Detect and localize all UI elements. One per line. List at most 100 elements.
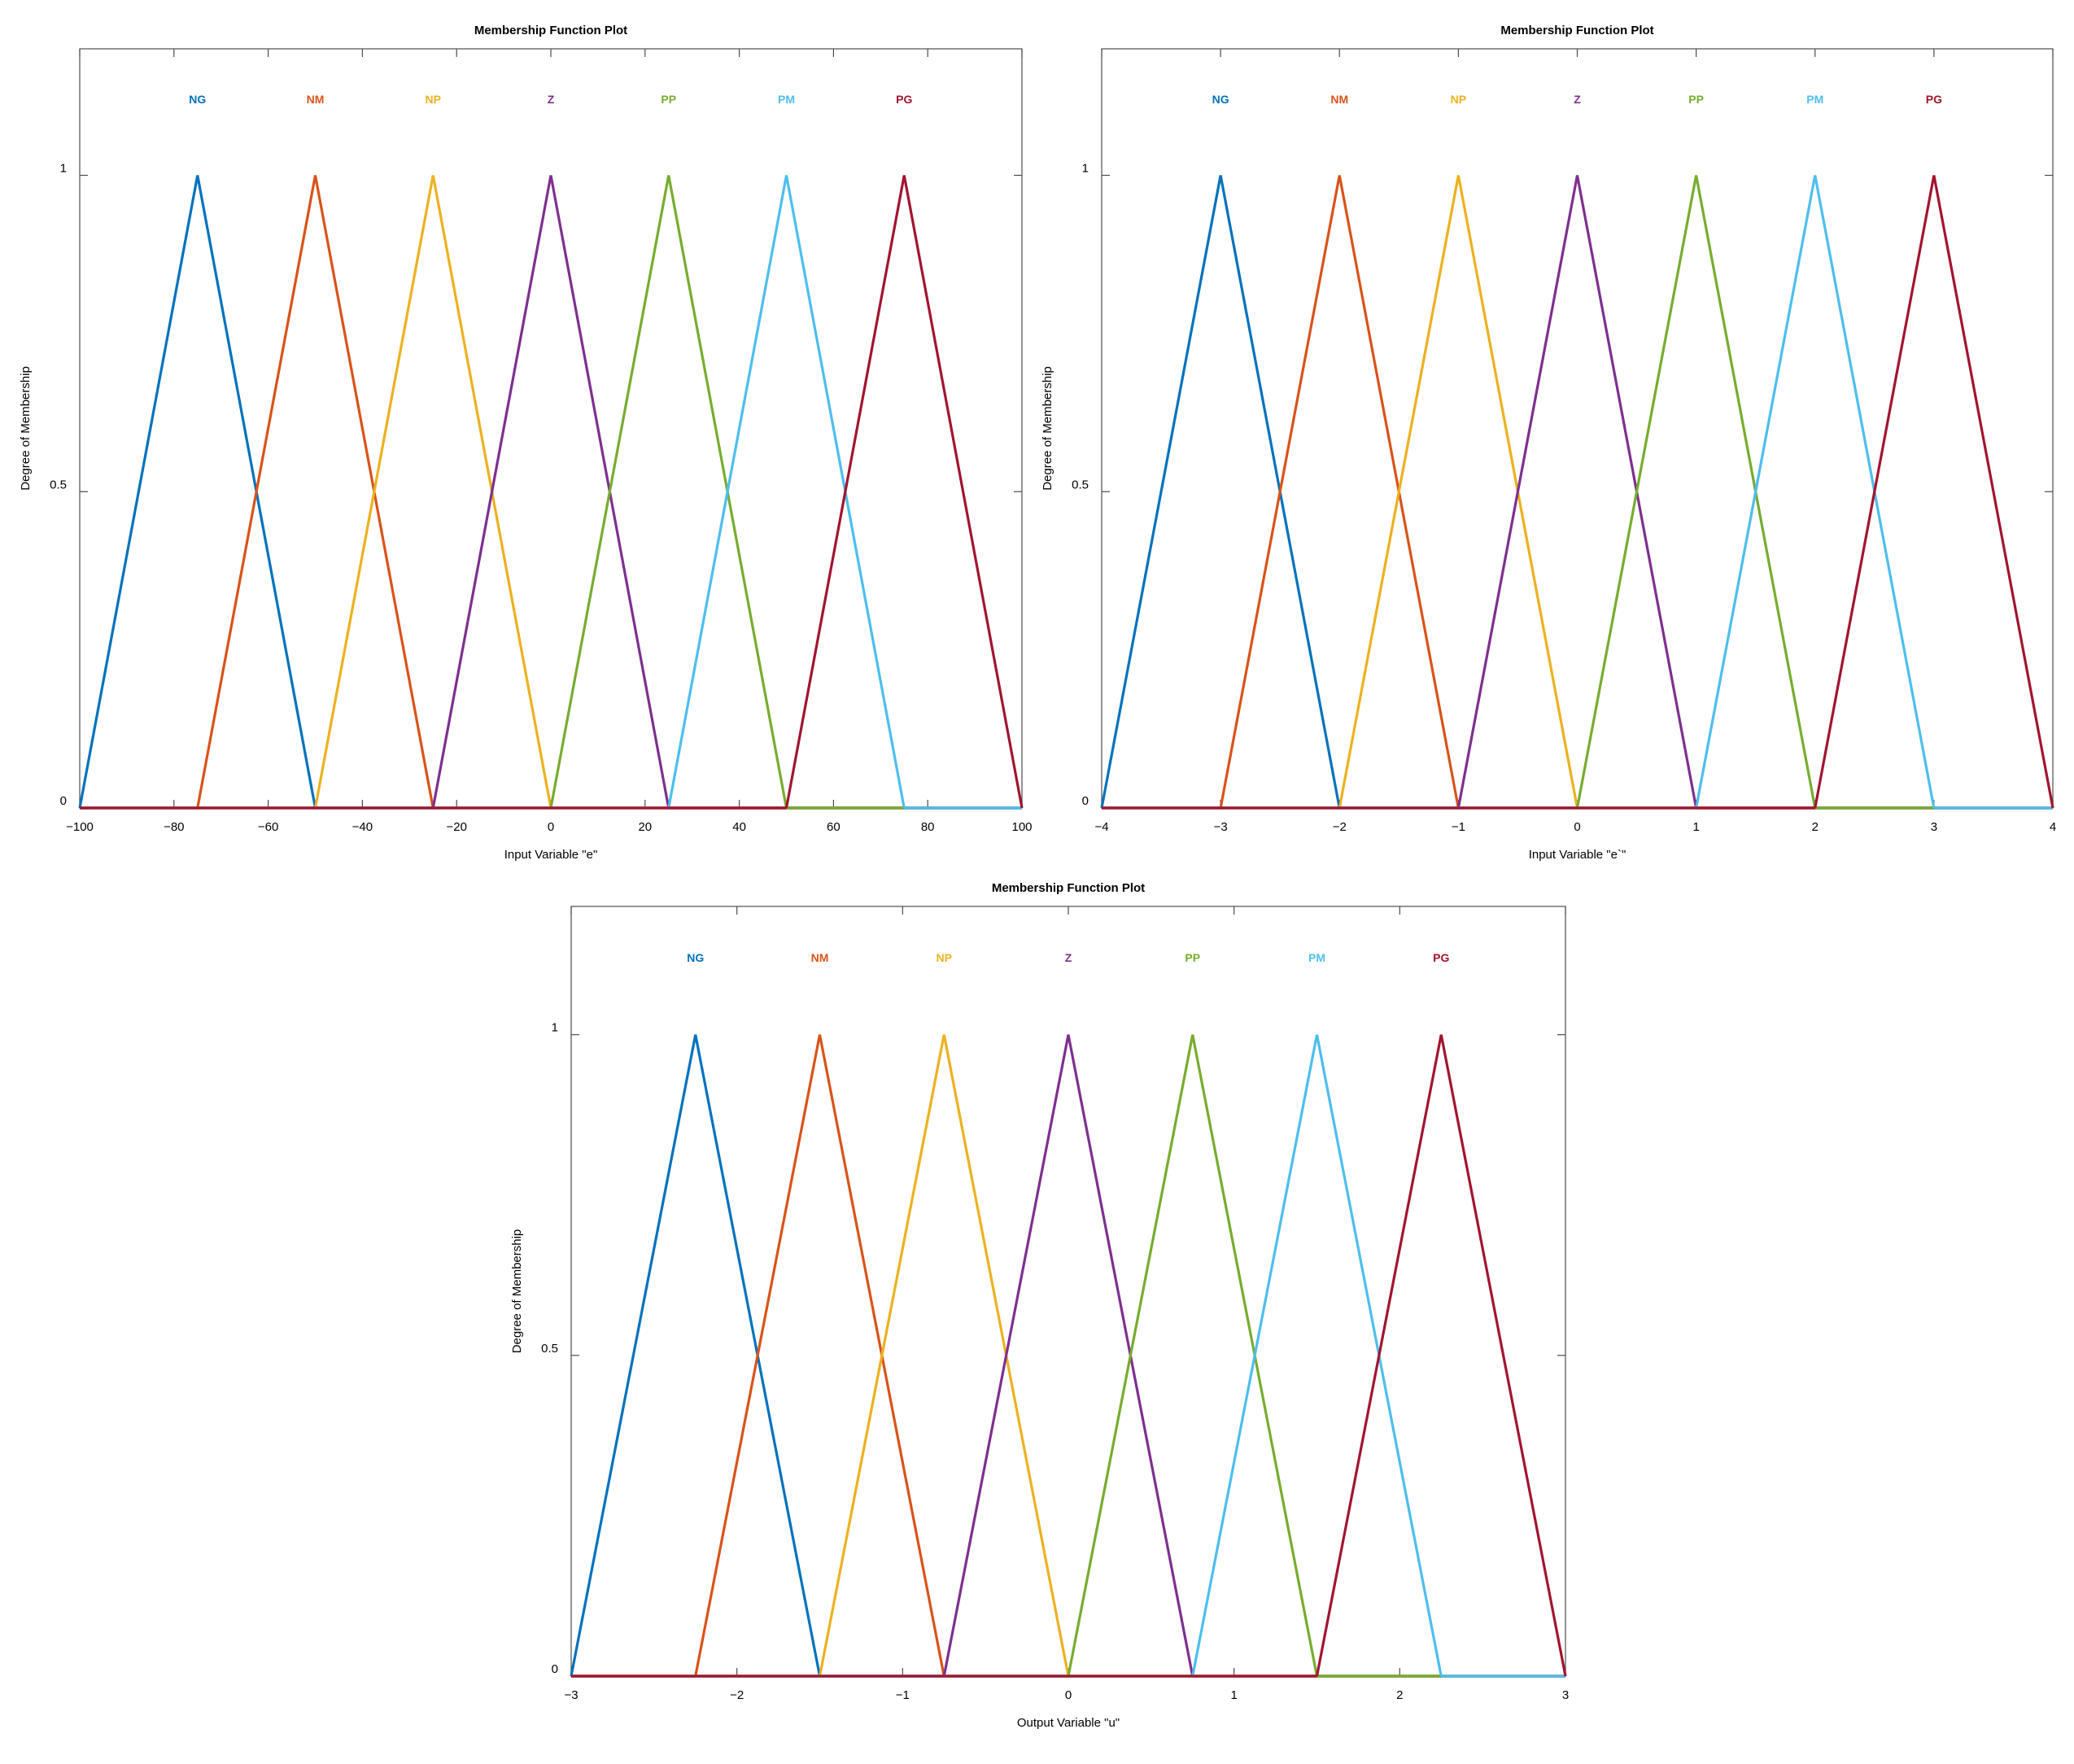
series-label-pg: PG [1926, 93, 1942, 106]
series-label-nm: NM [1330, 93, 1348, 106]
x-tick-label: 2 [1396, 1688, 1403, 1702]
x-tick-label: −2 [730, 1688, 744, 1702]
series-z: Z [80, 93, 1022, 810]
chart-2: Membership Function Plot 0 0.5 1 −4 −3 −2 −1 0 1 2… [1041, 24, 2056, 862]
series-label-pp: PP [1185, 951, 1200, 964]
y-axis-label: Degree of Membership [510, 1229, 524, 1354]
series-label-pp: PP [661, 93, 676, 106]
y-axis-label: Degree of Membership [19, 366, 33, 491]
series-label-pm: PM [1806, 93, 1823, 106]
membership-triangle-z [431, 175, 670, 809]
series-label-ng: NG [189, 93, 206, 106]
series-label-np: NP [1451, 93, 1466, 106]
series-pp: PP [1102, 93, 2053, 810]
series-label-ng: NG [1212, 93, 1229, 106]
x-tick-label: 60 [827, 820, 841, 834]
x-tick-label: −4 [1094, 820, 1108, 834]
series-pp: PP [80, 93, 1022, 810]
series-pg: PG [571, 951, 1567, 1678]
series-pg: PG [1102, 93, 2054, 810]
x-tick-label: 2 [1812, 820, 1819, 834]
membership-triangle-pp [549, 175, 788, 809]
membership-triangle-np [818, 1034, 1070, 1677]
series-label-pm: PM [1308, 951, 1325, 964]
membership-triangle-ng [570, 1034, 822, 1677]
y-axis-label: Degree of Membership [1041, 366, 1054, 491]
x-axis-label: Input Variable "e`" [1529, 848, 1626, 862]
membership-triangle-nm [1219, 175, 1460, 809]
series-label-nm: NM [307, 93, 325, 106]
series-label-z: Z [1065, 951, 1072, 964]
x-tick-label: 0 [548, 820, 554, 834]
x-axis-label: Output Variable "u" [1017, 1716, 1120, 1730]
y-tick-label: 0.5 [50, 478, 67, 491]
membership-triangle-np [1338, 175, 1579, 809]
x-tick-label: 20 [638, 820, 652, 834]
membership-triangle-pg [1814, 175, 2054, 809]
membership-triangle-np [313, 175, 552, 809]
membership-triangle-z [942, 1034, 1194, 1677]
series-np: NP [80, 93, 1022, 810]
x-tick-label: −2 [1333, 820, 1347, 834]
plot-frame [1101, 48, 2054, 809]
y-tick-label: 0 [60, 794, 67, 808]
series-pm: PM [571, 951, 1565, 1678]
series-label-ng: NG [687, 951, 704, 964]
series-ng: NG [78, 93, 1022, 810]
chart-title: Membership Function Plot [474, 24, 627, 37]
x-tick-label: −20 [446, 820, 466, 834]
membership-triangle-pp [1575, 175, 1817, 809]
y-tick-label: 0 [552, 1662, 558, 1676]
y-tick-label: 1 [60, 162, 67, 176]
chart-1: Membership Function Plot 0 0.5 1 −100 −80 −60 −… [19, 24, 1033, 862]
series-pm: PM [1102, 93, 2053, 810]
series-np: NP [1102, 93, 2053, 810]
plot-frame [570, 906, 1566, 1677]
series-nm: NM [571, 951, 1565, 1678]
membership-triangle-pg [784, 175, 1024, 809]
x-tick-label: −3 [564, 1688, 578, 1702]
y-tick-label: 0.5 [1072, 478, 1089, 491]
series-label-np: NP [426, 93, 441, 106]
x-tick-label: 3 [1562, 1688, 1569, 1702]
membership-triangle-ng [78, 175, 317, 809]
x-tick-label: −60 [258, 820, 278, 834]
membership-triangle-nm [196, 175, 434, 809]
series-pg: PG [80, 93, 1024, 810]
plot-frame [79, 48, 1023, 809]
x-tick-label: 80 [921, 820, 935, 834]
series-np: NP [571, 951, 1565, 1678]
series-pm: PM [80, 93, 1022, 810]
membership-triangle-pm [1191, 1034, 1443, 1677]
membership-triangle-pm [1695, 175, 1936, 809]
x-tick-label: 0 [1065, 1688, 1072, 1702]
y-tick-label: 0 [1082, 794, 1089, 808]
x-tick-label: 100 [1011, 820, 1032, 834]
y-tick-label: 1 [1082, 162, 1089, 176]
series-z: Z [1102, 93, 2053, 810]
y-tick-label: 0.5 [541, 1342, 558, 1356]
series-pp: PP [571, 951, 1565, 1678]
x-tick-label: −40 [352, 820, 373, 834]
series-label-pg: PG [1433, 951, 1449, 964]
x-tick-label: −80 [164, 820, 184, 834]
x-tick-label: 1 [1692, 820, 1699, 834]
x-tick-label: −100 [66, 820, 94, 834]
x-tick-label: 0 [1574, 820, 1580, 834]
x-tick-label: 4 [2050, 820, 2056, 834]
membership-triangle-nm [694, 1034, 945, 1677]
x-tick-label: 1 [1230, 1688, 1237, 1702]
series-z: Z [571, 951, 1565, 1678]
x-tick-label: 40 [732, 820, 746, 834]
chart-3: Membership Function Plot 0 0.5 1 −3 −2 −1 0 1 2 3 O… [510, 881, 1569, 1730]
series-nm: NM [1102, 93, 2053, 810]
membership-triangle-z [1456, 175, 1698, 809]
series-label-pg: PG [896, 93, 912, 106]
membership-triangle-pm [667, 175, 906, 809]
series-ng: NG [570, 951, 1565, 1678]
series-label-z: Z [1574, 93, 1581, 106]
series-label-np: NP [937, 951, 952, 964]
series-label-pp: PP [1688, 93, 1704, 106]
x-tick-label: −3 [1214, 820, 1228, 834]
